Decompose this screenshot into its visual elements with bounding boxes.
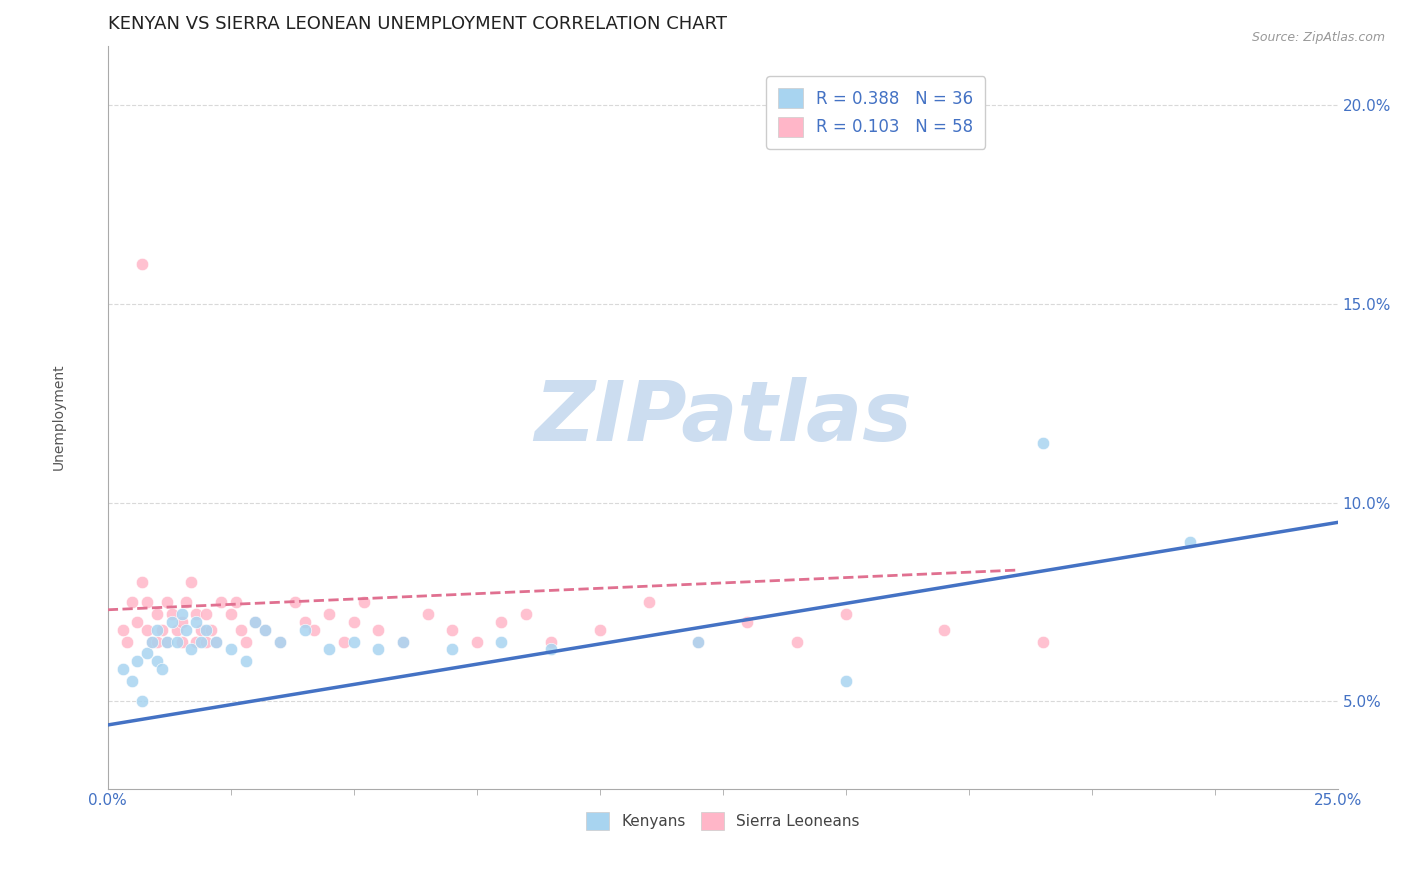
Point	[441, 623, 464, 637]
Legend: Kenyans, Sierra Leoneans: Kenyans, Sierra Leoneans	[579, 805, 866, 837]
Point	[934, 623, 956, 637]
Point	[688, 634, 710, 648]
Point	[205, 634, 228, 648]
Point	[131, 694, 153, 708]
Point	[141, 634, 163, 648]
Point	[176, 595, 198, 609]
Point	[304, 623, 326, 637]
Point	[146, 654, 169, 668]
Point	[166, 623, 188, 637]
Point	[333, 634, 356, 648]
Point	[353, 595, 375, 609]
Point	[343, 634, 366, 648]
Point	[195, 634, 218, 648]
Point	[170, 615, 193, 629]
Text: Unemployment: Unemployment	[52, 364, 66, 470]
Point	[343, 615, 366, 629]
Text: KENYAN VS SIERRA LEONEAN UNEMPLOYMENT CORRELATION CHART: KENYAN VS SIERRA LEONEAN UNEMPLOYMENT CO…	[108, 15, 727, 33]
Point	[638, 595, 661, 609]
Point	[254, 623, 277, 637]
Point	[131, 574, 153, 589]
Point	[229, 623, 252, 637]
Point	[318, 607, 340, 621]
Point	[156, 595, 179, 609]
Point	[136, 595, 159, 609]
Point	[318, 642, 340, 657]
Point	[491, 634, 513, 648]
Point	[127, 615, 149, 629]
Point	[205, 634, 228, 648]
Point	[121, 674, 143, 689]
Text: ZIPatlas: ZIPatlas	[534, 376, 911, 458]
Point	[195, 607, 218, 621]
Point	[200, 623, 222, 637]
Point	[515, 607, 537, 621]
Point	[190, 634, 212, 648]
Point	[294, 615, 316, 629]
Point	[111, 623, 134, 637]
Point	[117, 634, 139, 648]
Point	[186, 615, 208, 629]
Point	[136, 623, 159, 637]
Point	[225, 595, 247, 609]
Point	[190, 623, 212, 637]
Point	[156, 634, 179, 648]
Point	[127, 654, 149, 668]
Point	[367, 642, 389, 657]
Point	[835, 674, 858, 689]
Point	[269, 634, 291, 648]
Point	[180, 574, 202, 589]
Point	[111, 662, 134, 676]
Text: Source: ZipAtlas.com: Source: ZipAtlas.com	[1251, 31, 1385, 45]
Point	[835, 607, 858, 621]
Point	[160, 615, 183, 629]
Point	[219, 607, 242, 621]
Point	[589, 623, 612, 637]
Point	[392, 634, 415, 648]
Point	[186, 634, 208, 648]
Point	[136, 647, 159, 661]
Point	[540, 642, 562, 657]
Point	[121, 595, 143, 609]
Point	[150, 662, 173, 676]
Point	[1032, 436, 1054, 450]
Point	[294, 623, 316, 637]
Point	[367, 623, 389, 637]
Point	[392, 634, 415, 648]
Point	[141, 634, 163, 648]
Point	[269, 634, 291, 648]
Point	[176, 623, 198, 637]
Point	[219, 642, 242, 657]
Point	[195, 623, 218, 637]
Point	[146, 623, 169, 637]
Point	[209, 595, 232, 609]
Point	[160, 607, 183, 621]
Point	[180, 642, 202, 657]
Point	[166, 634, 188, 648]
Point	[235, 634, 257, 648]
Point	[1178, 535, 1201, 549]
Point	[1032, 634, 1054, 648]
Point	[235, 654, 257, 668]
Point	[465, 634, 488, 648]
Point	[146, 634, 169, 648]
Point	[150, 623, 173, 637]
Point	[146, 607, 169, 621]
Point	[186, 607, 208, 621]
Point	[540, 634, 562, 648]
Point	[156, 634, 179, 648]
Point	[254, 623, 277, 637]
Point	[170, 634, 193, 648]
Point	[245, 615, 267, 629]
Point	[786, 634, 808, 648]
Point	[131, 257, 153, 271]
Point	[284, 595, 307, 609]
Point	[416, 607, 439, 621]
Point	[688, 634, 710, 648]
Point	[441, 642, 464, 657]
Point	[491, 615, 513, 629]
Point	[170, 607, 193, 621]
Point	[737, 615, 759, 629]
Point	[245, 615, 267, 629]
